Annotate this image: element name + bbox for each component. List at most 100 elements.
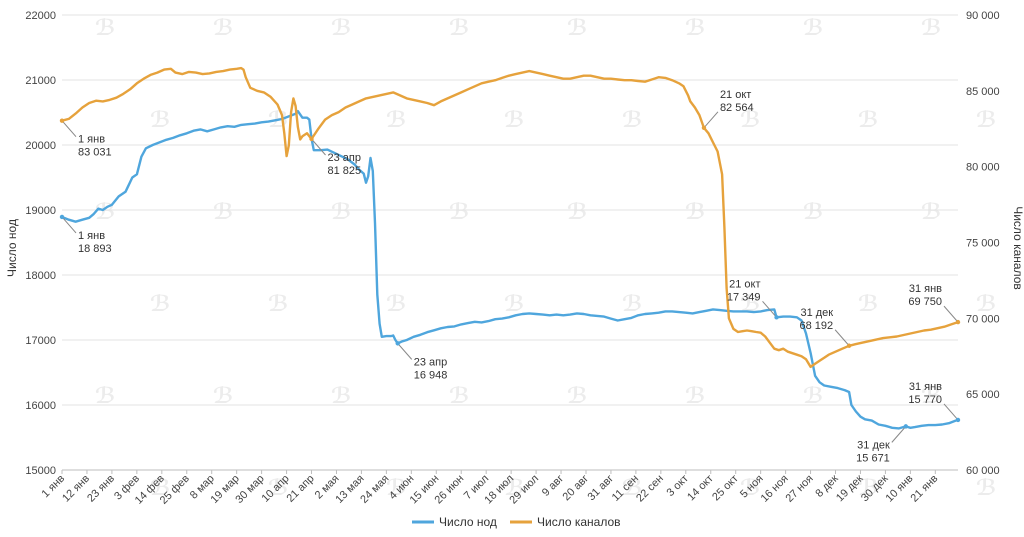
series-line-nodes	[61, 110, 959, 430]
annotation-point	[59, 118, 65, 123]
annotation-date: 1 янв	[78, 134, 105, 146]
watermark-glyph: ℬ	[213, 16, 233, 41]
watermark-glyph: ℬ	[504, 476, 524, 501]
legend-label: Число каналов	[537, 515, 621, 529]
watermark-glyph: ℬ	[622, 476, 642, 501]
watermark-glyph: ℬ	[921, 200, 941, 225]
annotation-value: 83 031	[78, 147, 112, 159]
watermark-glyph: ℬ	[213, 200, 233, 225]
annotation-point	[701, 125, 707, 130]
legend-label: Число нод	[439, 515, 497, 529]
annotation-date: 21 окт	[720, 89, 751, 101]
watermark-glyph: ℬ	[858, 108, 878, 133]
right-y-axis: 60 000 65 000 70 000 75 000 80 000 85 000 90 0…	[966, 10, 1000, 477]
watermark-glyph: ℬ	[386, 108, 406, 133]
watermark-glyph: ℬ	[150, 476, 170, 501]
left-y-axis: 15000 16000 17000 18000 19000 20000 21000 22000	[25, 10, 56, 477]
annotation-date: 21 окт	[729, 278, 760, 290]
annotation-leader	[891, 426, 907, 443]
x-tick-label: 25 окт	[710, 473, 741, 504]
watermark-glyph: ℬ	[449, 16, 469, 41]
annotation-point	[395, 341, 400, 346]
y-left-tick-label: 15000	[25, 465, 56, 477]
watermark-glyph: ℬ	[95, 16, 115, 41]
annotation-value: 68 192	[799, 320, 833, 332]
watermark-glyph: ℬ	[976, 476, 996, 501]
y-left-tick-label: 22000	[25, 10, 56, 22]
annotation-date: 23 апр	[414, 356, 447, 368]
watermark-glyph: ℬ	[622, 292, 642, 317]
watermark-glyph: ℬ	[449, 200, 469, 225]
annotation-leader	[397, 343, 413, 360]
right-axis-title: Число каналов	[1011, 206, 1024, 290]
watermark-glyph: ℬ	[803, 16, 823, 41]
annotation-leader	[703, 111, 719, 129]
watermark-glyph: ℬ	[213, 384, 233, 409]
y-left-tick-label: 20000	[25, 140, 56, 152]
watermark-glyph: ℬ	[567, 200, 587, 225]
watermark-glyph: ℬ	[504, 292, 524, 317]
annotation-point	[774, 315, 779, 320]
watermark-glyph: ℬ	[921, 384, 941, 409]
annotation-leader	[311, 138, 326, 156]
annotation-date: 31 янв	[909, 283, 942, 295]
x-tick-label: 20 авг	[561, 473, 592, 504]
x-tick-label: 23 янв	[85, 473, 117, 505]
y-left-tick-label: 19000	[25, 205, 56, 217]
watermark-glyph: ℬ	[858, 292, 878, 317]
watermark-glyph: ℬ	[622, 108, 642, 133]
watermark-glyph: ℬ	[685, 200, 705, 225]
watermark-glyph: ℬ	[803, 384, 823, 409]
watermark-glyph: ℬ	[386, 292, 406, 317]
annotation-date: 31 дек	[857, 439, 890, 451]
x-tick-label: 30 мар	[233, 473, 266, 506]
watermark-glyph: ℬ	[268, 476, 288, 501]
y-right-tick-label: 80 000	[966, 162, 1000, 174]
annotation-value: 81 825	[328, 165, 362, 177]
watermark-layer: ℬ ℬ ℬ ℬ ℬ ℬ ℬ ℬ ℬ ℬ ℬ ℬ ℬ ℬ ℬ ℬ ℬ ℬ ℬ ℬ ℬ ℬ ℬ ℬ ℬ ℬ ℬ ℬ ℬ ℬ ℬ ℬ ℬ ℬ ℬ ℬ ℬ ℬ ℬ ℬ…	[95, 16, 996, 501]
grid-lines	[62, 14, 958, 471]
y-right-tick-label: 75 000	[966, 238, 1000, 250]
y-right-tick-label: 85 000	[966, 86, 1000, 98]
annotation-date: 31 янв	[909, 381, 942, 393]
y-right-tick-label: 70 000	[966, 313, 1000, 325]
watermark-glyph: ℬ	[858, 476, 878, 501]
watermark-glyph: ℬ	[331, 16, 351, 41]
watermark-glyph: ℬ	[567, 384, 587, 409]
watermark-glyph: ℬ	[921, 16, 941, 41]
annotation-leader	[762, 300, 777, 318]
annotation-date: 1 янв	[78, 230, 105, 242]
watermark-glyph: ℬ	[976, 108, 996, 133]
watermark-glyph: ℬ	[331, 384, 351, 409]
annotation-value: 69 750	[908, 296, 942, 308]
watermark-glyph: ℬ	[685, 16, 705, 41]
annotation-point	[955, 319, 961, 325]
watermark-glyph: ℬ	[803, 200, 823, 225]
watermark-glyph: ℬ	[268, 292, 288, 317]
watermark-glyph: ℬ	[504, 108, 524, 133]
annotation-leader	[61, 216, 77, 234]
annotation-leader	[834, 329, 850, 347]
watermark-glyph: ℬ	[740, 108, 760, 133]
annotation-leader	[943, 305, 959, 323]
annotation-value: 15 770	[908, 394, 942, 406]
watermark-glyph: ℬ	[95, 384, 115, 409]
y-right-tick-label: 60 000	[966, 465, 1000, 477]
annotation-point	[309, 136, 314, 142]
annotation-leader	[943, 403, 959, 421]
annotation-point	[59, 214, 65, 220]
annotation-value: 15 671	[856, 452, 890, 464]
watermark-glyph: ℬ	[150, 108, 170, 133]
y-left-tick-label: 16000	[25, 400, 56, 412]
annotation-value: 18 893	[78, 243, 112, 255]
series-lines	[61, 66, 959, 430]
annotation-value: 82 564	[720, 102, 754, 114]
annotation-value: 16 948	[414, 369, 448, 381]
watermark-glyph: ℬ	[567, 16, 587, 41]
y-left-tick-label: 18000	[25, 270, 56, 282]
series-line-channels	[61, 66, 959, 369]
watermark-glyph: ℬ	[331, 200, 351, 225]
